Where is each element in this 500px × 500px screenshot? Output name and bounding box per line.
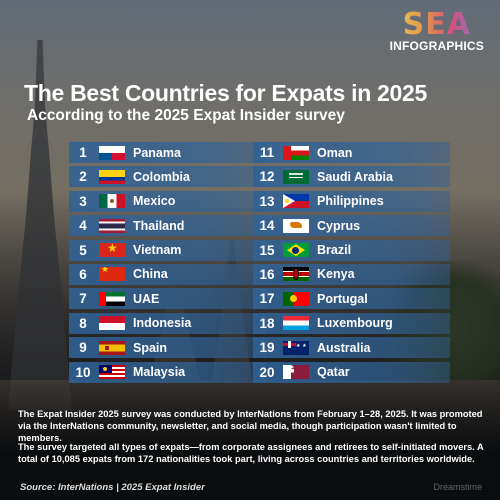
- mexico-flag-icon: [99, 194, 125, 209]
- rank-number: 14: [259, 218, 275, 234]
- ranking-row: 9 Spain: [69, 337, 266, 359]
- kenya-flag-icon: [283, 267, 309, 282]
- rank-number: 17: [259, 291, 275, 307]
- country-name: Brazil: [317, 243, 352, 258]
- country-name: Luxembourg: [317, 316, 393, 331]
- malaysia-flag-icon: [99, 365, 125, 380]
- rank-number: 9: [79, 340, 87, 356]
- ranking-column-left: 1 Panama 2 Colombia 3 Mexico 4 Thailand 5 Vie…: [69, 142, 266, 386]
- country-name: Oman: [317, 145, 353, 160]
- ranking-row: 1 Panama: [69, 142, 266, 163]
- ranking-column-right: 11 Oman 12 Saudi Arabia 13 Philippines 14 Cy…: [253, 142, 450, 386]
- logo-sub-text: INFOGRAPHICS: [389, 39, 484, 53]
- ranking-row: 2 Colombia: [69, 166, 266, 188]
- qatar-flag-icon: [283, 365, 309, 380]
- ranking-row: 10 Malaysia: [69, 361, 266, 383]
- oman-flag-icon: [283, 145, 309, 160]
- country-name: Qatar: [317, 365, 350, 380]
- ranking-row: 8 Indonesia: [69, 312, 266, 334]
- country-name: Kenya: [317, 267, 355, 282]
- country-name: UAE: [133, 291, 160, 306]
- logo-main-text: SEA: [390, 10, 484, 40]
- saudi-arabia-flag-icon: [283, 169, 309, 184]
- river-water: [0, 380, 500, 500]
- rank-number: 20: [259, 364, 275, 380]
- country-name: Saudi Arabia: [317, 169, 393, 184]
- australia-flag-icon: [283, 340, 309, 355]
- rank-number: 2: [79, 169, 87, 185]
- country-name: Thailand: [133, 218, 185, 233]
- ranking-row: 7 UAE: [69, 288, 266, 310]
- luxembourg-flag-icon: [283, 316, 309, 331]
- rank-number: 10: [75, 364, 91, 380]
- ranking-row: 20 Qatar: [253, 361, 450, 383]
- panama-flag-icon: [99, 145, 125, 160]
- country-name: China: [133, 267, 168, 282]
- ranking-row: 16 Kenya: [253, 263, 450, 285]
- rank-number: 8: [79, 315, 87, 331]
- country-name: Mexico: [133, 194, 176, 209]
- spain-flag-icon: [99, 340, 125, 355]
- uae-flag-icon: [99, 291, 125, 306]
- cyprus-flag-icon: [283, 218, 309, 233]
- ranking-row: 19 Australia: [253, 337, 450, 359]
- colombia-flag-icon: [99, 169, 125, 184]
- survey-description-paragraph-2: The survey targeted all types of expats—…: [18, 442, 484, 464]
- survey-description-paragraph-1: The Expat Insider 2025 survey was conduc…: [18, 409, 483, 443]
- ranking-row: 18 Luxembourg: [253, 312, 450, 334]
- rank-number: 5: [79, 242, 87, 258]
- rank-number: 1: [79, 145, 87, 160]
- indonesia-flag-icon: [99, 316, 125, 331]
- rank-number: 4: [79, 218, 87, 234]
- ranking-row: 15 Brazil: [253, 239, 450, 261]
- rank-number: 12: [259, 169, 275, 185]
- rank-number: 6: [79, 266, 87, 282]
- portugal-flag-icon: [283, 291, 309, 306]
- country-name: Spain: [133, 340, 168, 355]
- china-flag-icon: [99, 267, 125, 282]
- rank-number: 11: [259, 145, 275, 160]
- ranking-row: 14 Cyprus: [253, 215, 450, 237]
- ranking-row: 4 Thailand: [69, 215, 266, 237]
- rank-number: 15: [259, 242, 275, 258]
- ranking-row: 12 Saudi Arabia: [253, 166, 450, 188]
- country-name: Philippines: [317, 194, 384, 209]
- vietnam-flag-icon: [99, 243, 125, 258]
- sea-infographics-logo: SEA INFOGRAPHICS: [389, 10, 484, 54]
- page-subtitle: According to the 2025 Expat Insider surv…: [27, 107, 345, 124]
- page-title: The Best Countries for Expats in 2025: [24, 80, 428, 106]
- country-name: Panama: [133, 145, 181, 160]
- country-name: Malaysia: [133, 365, 186, 380]
- ranking-row: 5 Vietnam: [69, 239, 266, 261]
- rank-number: 3: [79, 193, 87, 209]
- country-name: Vietnam: [133, 243, 182, 258]
- rank-number: 16: [259, 266, 275, 282]
- country-name: Australia: [317, 340, 371, 355]
- ranking-row: 3 Mexico: [69, 190, 266, 212]
- thailand-flag-icon: [99, 218, 125, 233]
- ranking-row: 11 Oman: [253, 142, 450, 163]
- source-credit: Source: InterNations | 2025 Expat Inside…: [20, 482, 205, 493]
- ranking-row: 17 Portugal: [253, 288, 450, 310]
- rank-number: 18: [259, 315, 275, 331]
- country-name: Cyprus: [317, 218, 361, 233]
- philippines-flag-icon: [283, 194, 309, 209]
- country-name: Indonesia: [133, 316, 192, 331]
- ranking-row: 6 China: [69, 263, 266, 285]
- country-name: Portugal: [317, 291, 368, 306]
- stock-watermark: Dreamstime: [433, 482, 482, 492]
- rank-number: 13: [259, 193, 275, 209]
- rank-number: 19: [259, 340, 275, 356]
- country-name: Colombia: [133, 169, 190, 184]
- rank-number: 7: [79, 291, 87, 307]
- ranking-row: 13 Philippines: [253, 190, 450, 212]
- brazil-flag-icon: [283, 243, 309, 258]
